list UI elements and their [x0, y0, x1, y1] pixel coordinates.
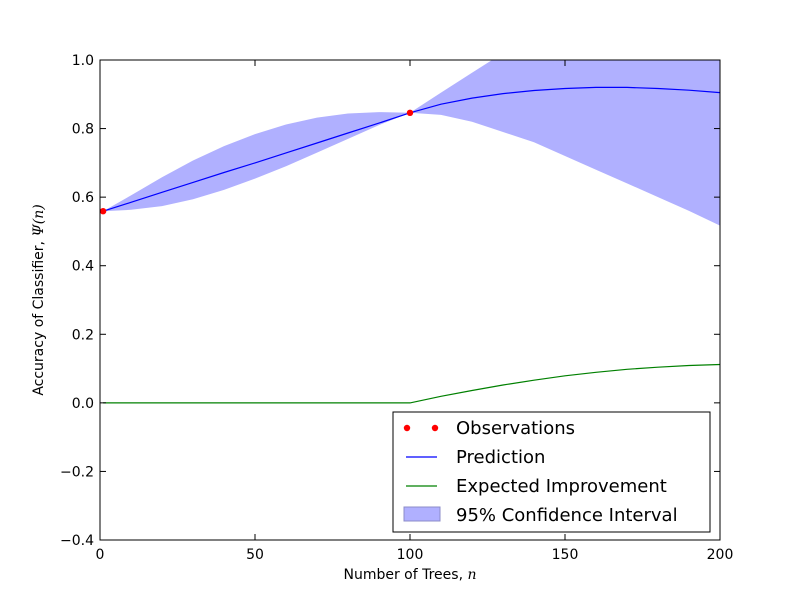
observation-point — [406, 109, 414, 117]
expected-improvement-line — [103, 363, 720, 404]
legend-ci-label: 95% Confidence Interval — [456, 505, 678, 526]
y-tick-label: 0.0 — [72, 396, 94, 412]
x-axis-label: Number of Trees, n — [343, 567, 476, 583]
legend-observations-label: Observations — [456, 418, 575, 439]
axis-ticks: 0 50 100 150 200 −0.4 −0.2 0.0 0.2 0.4 0.6 0.8 1.0 — [60, 53, 733, 563]
legend-observations-marker — [403, 424, 411, 432]
x-tick-label: 50 — [246, 547, 264, 563]
y-tick-label: 0.8 — [72, 122, 94, 138]
legend-observations-marker — [431, 424, 439, 432]
y-axis-label: Accuracy of Classifier, Ψ(n) — [31, 204, 47, 395]
x-tick-label: 100 — [397, 547, 424, 563]
x-tick-label: 150 — [552, 547, 579, 563]
y-tick-label: −0.4 — [60, 533, 94, 549]
confidence-band — [103, 60, 720, 226]
legend-prediction-label: Prediction — [456, 447, 545, 468]
x-tick-label: 200 — [707, 547, 734, 563]
legend-ei-label: Expected Improvement — [456, 476, 667, 497]
plot-area — [100, 60, 720, 404]
observation-point — [100, 208, 107, 215]
y-tick-label: −0.2 — [60, 464, 94, 480]
y-tick-label: 1.0 — [72, 53, 94, 69]
legend: Observations Prediction Expected Improve… — [392, 411, 711, 533]
y-tick-label: 0.4 — [72, 259, 94, 275]
legend-ci-swatch — [403, 506, 441, 522]
y-tick-label: 0.2 — [72, 327, 94, 343]
legend-frame — [392, 411, 711, 533]
x-tick-label: 0 — [96, 547, 105, 563]
y-tick-label: 0.6 — [72, 190, 94, 206]
